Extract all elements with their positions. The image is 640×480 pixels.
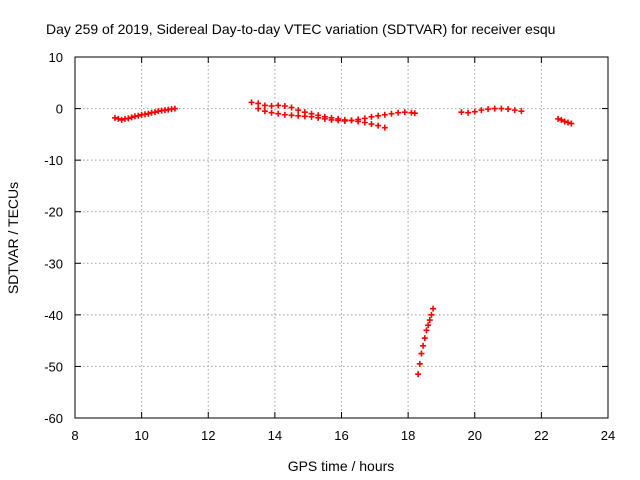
y-tick-label: -50 xyxy=(44,359,63,374)
data-point xyxy=(288,112,295,119)
y-tick-label: -30 xyxy=(44,256,63,271)
data-point xyxy=(341,117,348,124)
data-point xyxy=(555,115,562,122)
data-point xyxy=(426,317,433,324)
data-point xyxy=(151,109,158,116)
data-point xyxy=(171,105,178,112)
data-point xyxy=(281,102,288,109)
data-point xyxy=(568,120,575,127)
data-point xyxy=(355,116,362,123)
data-point xyxy=(288,104,295,111)
data-point xyxy=(361,115,368,122)
series-arc3 xyxy=(255,105,418,124)
x-axis-label: GPS time / hours xyxy=(288,458,395,474)
data-point xyxy=(418,350,425,357)
x-tick-label: 10 xyxy=(134,428,148,443)
series-arc1 xyxy=(111,105,178,123)
data-point xyxy=(118,116,125,123)
data-series xyxy=(111,99,575,378)
data-point xyxy=(268,102,275,109)
data-point xyxy=(128,114,135,121)
grid xyxy=(75,57,608,418)
data-point xyxy=(335,117,342,124)
data-point xyxy=(428,311,435,318)
data-point xyxy=(381,124,388,131)
data-point xyxy=(425,322,432,329)
data-point xyxy=(261,108,268,115)
data-point xyxy=(125,115,132,122)
data-point xyxy=(423,327,430,334)
data-point xyxy=(558,116,565,123)
data-point xyxy=(381,111,388,118)
x-tick-label: 14 xyxy=(268,428,282,443)
y-tick-label: -60 xyxy=(44,411,63,426)
data-point xyxy=(505,106,512,113)
data-point xyxy=(415,371,422,378)
series-arc4 xyxy=(458,105,525,116)
data-point xyxy=(368,121,375,128)
y-tick-label: -40 xyxy=(44,308,63,323)
data-point xyxy=(328,116,335,123)
y-tick-label: 0 xyxy=(56,102,63,117)
series-arc5 xyxy=(555,115,575,127)
x-tick-label: 16 xyxy=(334,428,348,443)
data-point xyxy=(401,109,408,116)
data-point xyxy=(281,111,288,118)
x-tick-label: 18 xyxy=(401,428,415,443)
data-point xyxy=(511,107,518,114)
data-point xyxy=(478,107,485,114)
data-point xyxy=(375,112,382,119)
data-point xyxy=(491,105,498,112)
data-point xyxy=(395,109,402,116)
series-arc6 xyxy=(415,305,437,378)
data-point xyxy=(255,100,262,107)
data-point xyxy=(416,360,423,367)
y-axis-label: SDTVAR / TECUs xyxy=(5,182,21,294)
x-tick-label: 20 xyxy=(468,428,482,443)
data-point xyxy=(518,108,525,115)
data-point xyxy=(458,109,465,116)
data-point xyxy=(420,342,427,349)
data-point xyxy=(368,113,375,120)
data-point xyxy=(315,114,322,121)
y-tick-label: 10 xyxy=(49,50,63,65)
data-point xyxy=(115,115,122,122)
data-point xyxy=(411,110,418,117)
y-tick-label: -10 xyxy=(44,153,63,168)
y-tick-label: -20 xyxy=(44,205,63,220)
data-point xyxy=(261,102,268,109)
data-point xyxy=(348,117,355,124)
data-point xyxy=(301,113,308,120)
data-point xyxy=(275,110,282,117)
data-point xyxy=(275,102,282,109)
data-point xyxy=(255,105,262,112)
x-tick-label: 8 xyxy=(71,428,78,443)
data-point xyxy=(388,110,395,117)
data-point xyxy=(465,109,472,116)
data-point xyxy=(565,119,572,126)
data-point xyxy=(321,115,328,122)
x-tick-label: 22 xyxy=(534,428,548,443)
x-tick-label: 24 xyxy=(601,428,615,443)
data-point xyxy=(430,305,437,312)
axis-ticks: 8 10 12 14 16 18 20 22 24 -60 -50 -40 -30 -20 -10 0 10 xyxy=(44,50,615,443)
x-tick-label: 12 xyxy=(201,428,215,443)
data-point xyxy=(471,108,478,115)
chart-title: Day 259 of 2019, Sidereal Day-to-day VTE… xyxy=(46,21,555,37)
data-point xyxy=(145,110,152,117)
data-point xyxy=(421,335,428,342)
data-point xyxy=(295,107,302,114)
data-point xyxy=(375,122,382,129)
data-point xyxy=(268,109,275,116)
data-point xyxy=(561,118,568,125)
data-point xyxy=(498,105,505,112)
data-point xyxy=(295,112,302,119)
data-point xyxy=(135,112,142,119)
data-point xyxy=(111,114,118,121)
data-point xyxy=(485,106,492,113)
data-point xyxy=(308,113,315,120)
data-point xyxy=(248,99,255,106)
